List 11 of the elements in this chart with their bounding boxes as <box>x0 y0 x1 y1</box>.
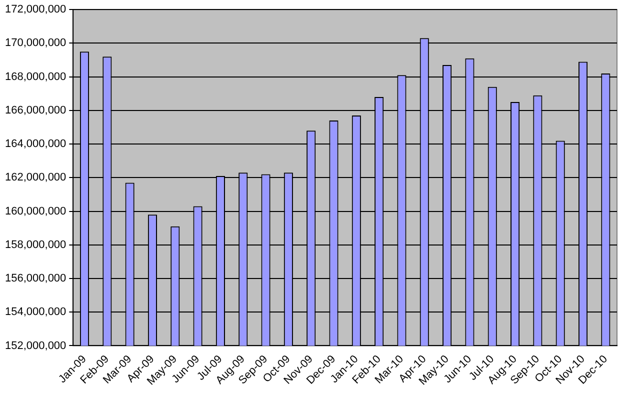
y-tick-label: 172,000,000 <box>5 4 66 16</box>
y-tick-label: 160,000,000 <box>5 205 66 218</box>
y-tick-label: 156,000,000 <box>5 272 66 285</box>
y-tick-label: 158,000,000 <box>5 238 66 251</box>
y-tick-label: 162,000,000 <box>5 172 66 184</box>
y-tick-label: 164,000,000 <box>5 138 66 150</box>
y-tick-label: 154,000,000 <box>5 306 66 318</box>
y-tick-label: 170,000,000 <box>5 37 66 50</box>
y-tick-label: 152,000,000 <box>5 340 66 352</box>
y-tick-label: 168,000,000 <box>5 70 66 83</box>
y-tick-label: 166,000,000 <box>5 104 66 116</box>
